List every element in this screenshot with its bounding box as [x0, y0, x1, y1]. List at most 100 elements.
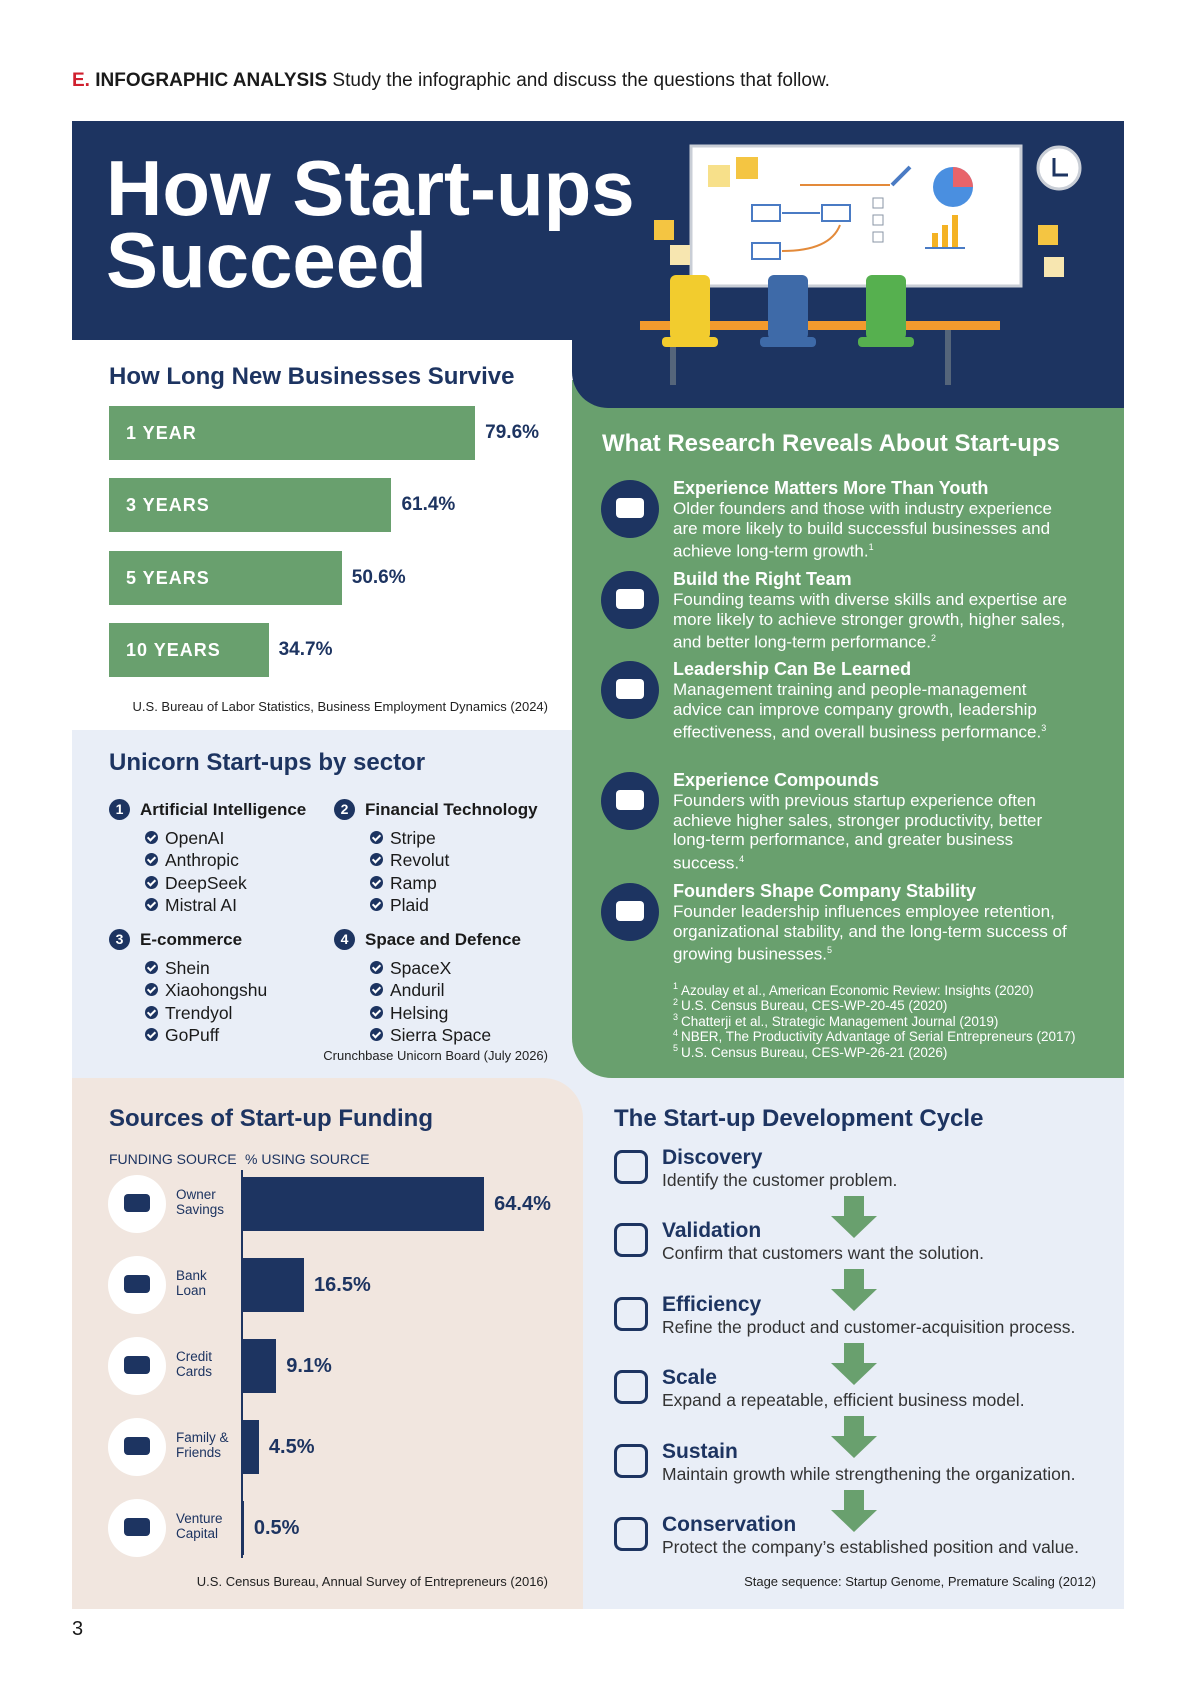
funding-icon-glyph [124, 1437, 150, 1455]
research-text: Founding teams with diverse skills and e… [673, 590, 1078, 652]
research-heading: Founders Shape Company Stability [673, 881, 977, 901]
company-name: Ramp [390, 872, 437, 893]
sticky-note [654, 220, 674, 240]
check-icon [145, 1005, 158, 1019]
company-name: Plaid [390, 895, 429, 916]
stage-name: Validation [662, 1219, 762, 1243]
diagram-box [751, 204, 781, 222]
check-icon [145, 961, 158, 974]
instruction-label: E. [72, 70, 90, 91]
company-name: Xiaohongshu [165, 980, 268, 1001]
page-number: 3 [72, 1618, 84, 1640]
company-name: Revolut [390, 850, 450, 871]
survival-value-label: 50.6% [351, 566, 406, 588]
funding-bar [242, 1258, 305, 1312]
stage-icon [614, 1296, 648, 1331]
diagram-box [821, 204, 851, 222]
footnote-marker: 1 [673, 981, 679, 991]
survival-bar: 1 YEAR [109, 406, 476, 460]
chair [670, 275, 710, 340]
stage-arrow [831, 1342, 877, 1385]
funding-category: Family & Friends [176, 1430, 229, 1460]
chair [662, 337, 718, 347]
funding-category: Credit Cards [176, 1349, 213, 1379]
funding-bar [242, 1177, 485, 1231]
company-name: SpaceX [390, 958, 452, 978]
chair [866, 275, 906, 340]
sector-number: 3 [109, 929, 130, 950]
table-leg [945, 330, 951, 385]
funding-icon-glyph [124, 1356, 150, 1374]
instruction-heading: INFOGRAPHIC ANALYSIS [95, 70, 328, 91]
check-icon [145, 983, 158, 997]
research-text: Management training and people-managemen… [673, 680, 1078, 742]
check-icon [370, 983, 383, 997]
survival-category: 10 YEARS [126, 640, 221, 661]
company-name: DeepSeek [165, 872, 247, 893]
diagram-arrow [781, 224, 841, 252]
research-heading: Build the Right Team [673, 569, 852, 589]
sticky-note [1044, 257, 1064, 277]
cycle-title: The Start-up Development Cycle [614, 1105, 984, 1132]
sector-name: Financial Technology [365, 800, 538, 819]
bar-icon [925, 247, 965, 249]
footnote-text: U.S. Census Bureau, CES-WP-26-21 (2026) [681, 1044, 948, 1060]
research-text-body: Founder leadership influences employee r… [673, 902, 1067, 964]
funding-value-label: 0.5% [253, 1517, 300, 1539]
company-name: Trendyol [165, 1002, 233, 1023]
stage-name: Scale [662, 1366, 717, 1390]
company-name: OpenAI [165, 828, 225, 848]
office-illustration [640, 144, 1082, 385]
main-title: How Start-ups Succeed [106, 144, 635, 304]
funding-icon-glyph [124, 1275, 150, 1293]
research-text: Founder leadership influences employee r… [673, 902, 1078, 964]
footnote-text: Chatterji et al., Strategic Management J… [681, 1013, 999, 1029]
research-note: 2 [930, 633, 936, 643]
check-icon [370, 875, 383, 889]
research-heading: Leadership Can Be Learned [673, 659, 912, 679]
stage-icon [614, 1443, 648, 1478]
arrow-shape [831, 1489, 877, 1532]
instruction: E. INFOGRAPHIC ANALYSIS Study the infogr… [72, 70, 830, 92]
footnote: 2 U.S. Census Bureau, CES-WP-20-45 (2020) [673, 997, 947, 1014]
rocket [890, 165, 912, 187]
funding-value-label: 16.5% [314, 1274, 371, 1296]
arrow-shape [831, 1342, 877, 1385]
stage-arrow [831, 1489, 877, 1532]
footnote-text: U.S. Census Bureau, CES-WP-20-45 (2020) [681, 998, 948, 1014]
stage-name: Sustain [662, 1439, 738, 1463]
stage-name: Discovery [662, 1146, 763, 1169]
stage-arrow [831, 1196, 877, 1238]
stage-text: Identify the customer problem. [662, 1170, 898, 1190]
check-icon [370, 898, 383, 912]
sector-number: 1 [109, 799, 130, 820]
stage-text: Protect the company’s established positi… [662, 1537, 1080, 1557]
funding-column-header: % USING SOURCE [245, 1151, 370, 1167]
funding-value-label: 64.4% [494, 1193, 551, 1215]
stage-text: Expand a repeatable, efficient business … [662, 1390, 1025, 1411]
panel-green [572, 380, 1124, 1078]
research-heading: Experience Matters More Than Youth [673, 478, 989, 498]
company-name: Shein [165, 958, 210, 978]
research-icon-glyph [616, 679, 644, 699]
company-name: Sierra Space [390, 1025, 492, 1046]
survival-bar: 5 YEARS [109, 550, 342, 605]
checkbox-icon [872, 214, 884, 226]
arrow-shape [831, 1416, 877, 1459]
company-name: GoPuff [165, 1025, 220, 1046]
funding-icon-glyph [124, 1518, 150, 1536]
footnote: 3 Chatterji et al., Strategic Management … [673, 1012, 998, 1029]
company-name: Anthropic [165, 850, 239, 871]
footnote: 5 U.S. Census Bureau, CES-WP-26-21 (2026) [673, 1043, 947, 1060]
survival-bar: 10 YEARS [109, 623, 269, 678]
footnote-text: NBER, The Productivity Advantage of Seri… [681, 1029, 1076, 1045]
sticky-note [670, 245, 690, 265]
sticky-note [1038, 225, 1058, 245]
funding-bar [242, 1420, 259, 1474]
stage-name: Conservation [662, 1513, 797, 1536]
footnote: 4 NBER, The Productivity Advantage of Ser… [673, 1028, 1075, 1045]
check-icon [370, 853, 383, 867]
stage-arrow [831, 1269, 877, 1312]
check-icon [145, 831, 158, 844]
funding-bar [242, 1339, 277, 1393]
